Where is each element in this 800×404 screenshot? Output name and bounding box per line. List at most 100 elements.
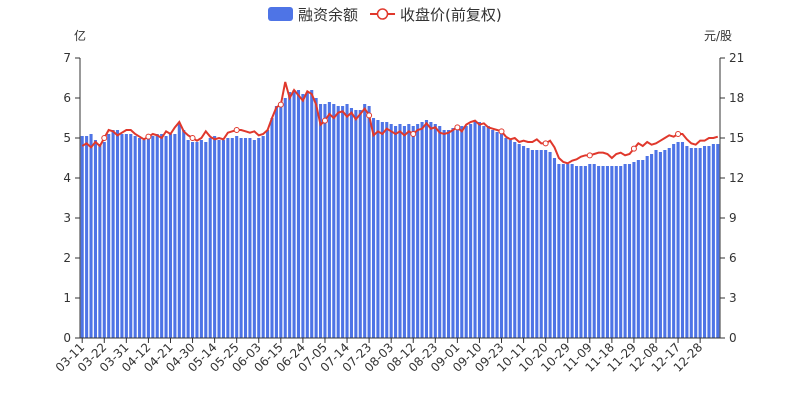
bar [380,122,384,338]
y2-tick-label: 3 [729,291,737,305]
bar [138,138,142,338]
bar [667,148,671,338]
bar [349,108,353,338]
bar [499,134,504,338]
bar [371,118,376,338]
bar [235,136,239,338]
bar [129,134,133,338]
bar [530,150,534,338]
bar [486,126,490,338]
bar [80,136,84,338]
bar [698,148,702,338]
bar [120,134,124,338]
bar [292,90,296,338]
bar [115,130,120,338]
bar [650,154,654,338]
price-point [410,131,417,137]
bar [658,152,662,338]
bar [155,134,159,338]
bar [279,102,283,338]
bar [544,150,548,338]
bar [482,126,486,338]
bar [288,92,292,338]
price-point [189,135,196,141]
bar [645,156,649,338]
bar [301,94,305,338]
bar [213,136,217,338]
price-point [366,112,373,119]
bar [614,166,618,338]
bar [539,150,543,338]
bar [182,130,186,338]
bar [252,140,256,338]
bar [680,142,685,338]
bar [133,136,137,338]
bar [508,140,512,338]
bar [146,138,150,338]
bar [164,136,168,338]
bar [173,134,177,338]
bar [552,158,557,338]
bar [283,98,287,338]
bar [464,126,468,338]
bar [142,140,146,338]
legend-label: 收盘价(前复权) [400,6,502,24]
y-axis-title: 亿 [74,28,86,43]
bar [416,124,420,338]
bar [107,134,111,338]
bar [310,90,314,338]
bar [619,166,623,338]
y-tick-label: 7 [63,51,71,65]
legend-label: 融资余额 [298,6,358,24]
bar [389,124,393,338]
bar [398,124,402,338]
bar [376,120,380,338]
bar [93,140,97,338]
bar [336,106,340,338]
bar [636,160,640,338]
bar [597,166,601,338]
bar [548,152,552,338]
bar [124,134,128,338]
bar [711,144,715,338]
bar [623,164,627,338]
bar [517,144,521,338]
bar [694,148,698,338]
bar [447,130,451,338]
bar [654,150,658,338]
y-tick-label: 4 [63,171,71,185]
bar [186,140,190,338]
legend-swatch [376,8,389,20]
bar [296,90,301,338]
bar [195,142,199,338]
bar [689,148,693,338]
bar [98,144,102,338]
bar [433,124,437,338]
price-point [454,124,461,131]
bar [363,104,367,338]
bar [341,106,345,338]
y2-tick-label: 15 [729,131,744,145]
bar [575,166,579,338]
y-tick-label: 0 [63,331,71,345]
bar [261,136,265,338]
bar [438,126,442,338]
bar [199,140,203,338]
bar [407,124,411,338]
bar [592,164,596,338]
y-tick-label: 1 [63,291,71,305]
bar [208,138,212,338]
bar [579,166,583,338]
bar [221,140,225,338]
price-point [542,140,549,147]
bar [111,130,115,338]
bar [332,104,336,338]
bar [495,132,499,338]
bar [85,136,89,338]
price-point [321,117,328,124]
bar [314,98,318,338]
bar [345,104,349,338]
bar [327,102,331,338]
bar [513,142,517,338]
